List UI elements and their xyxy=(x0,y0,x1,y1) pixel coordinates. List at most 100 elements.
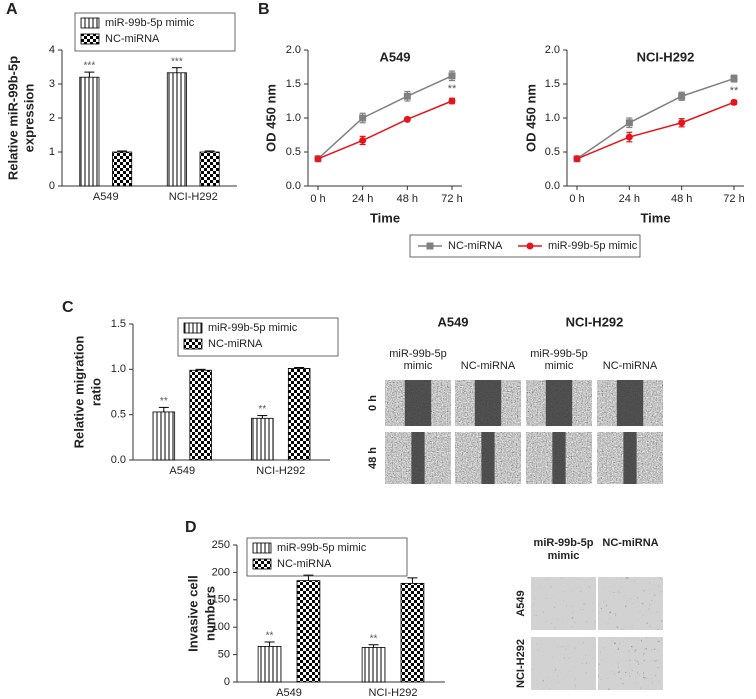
cells xyxy=(598,577,663,630)
x-tick-label: 48 h xyxy=(397,193,418,205)
scratch-gap xyxy=(404,380,432,426)
scratch-gap xyxy=(616,380,644,426)
y-tick-label: 0.5 xyxy=(111,409,126,421)
y-axis-label: Relative miR-99b-5p xyxy=(5,56,20,180)
legend-box xyxy=(177,317,339,357)
bar xyxy=(400,582,425,683)
error-bar xyxy=(195,368,206,371)
y-tick-label: 2 xyxy=(49,112,55,124)
column-label: mimic xyxy=(548,550,580,562)
chart-title: NCI-H292 xyxy=(637,49,695,64)
scratch-gap xyxy=(411,432,425,484)
marker xyxy=(448,72,456,80)
cells xyxy=(531,637,596,690)
column-label: mimic xyxy=(404,360,433,372)
scratch-gap xyxy=(552,432,566,484)
y-axis-label: OD 450 nm xyxy=(523,84,538,152)
row-label: 48 h xyxy=(367,447,379,469)
y-tick-label: 1.0 xyxy=(111,363,126,375)
series-line xyxy=(576,101,735,160)
marker xyxy=(678,92,686,100)
series-line xyxy=(317,75,453,160)
marker xyxy=(625,133,633,141)
y-tick-label: 0.5 xyxy=(545,146,560,158)
scratch-gap xyxy=(481,432,495,484)
significance: ** xyxy=(266,631,274,642)
legend-box xyxy=(409,234,641,258)
series-line xyxy=(317,100,453,160)
y-tick-label: 4 xyxy=(49,44,55,56)
y-tick-label: 0.5 xyxy=(286,146,301,158)
legend-label: miR-99b-5p mimic xyxy=(105,17,195,29)
error-bar xyxy=(117,150,128,152)
y-tick-label: 50 xyxy=(218,649,230,661)
y-axis-label: OD 450 nm xyxy=(263,84,278,152)
y-tick-label: 200 xyxy=(212,566,230,578)
column-label: mimic xyxy=(545,360,574,372)
legend-label: NC-miRNA xyxy=(448,240,503,252)
column-label: miR-99b-5p xyxy=(530,348,587,360)
y-tick-label: 250 xyxy=(212,539,230,551)
bar xyxy=(79,76,100,187)
x-tick-label: 0 h xyxy=(310,193,325,205)
x-tick-label: A549 xyxy=(93,191,119,203)
legend-swatch xyxy=(80,17,100,29)
x-tick-label: NCI-H292 xyxy=(169,191,218,203)
significance: ** xyxy=(448,83,457,95)
y-axis-label: Invasive cell xyxy=(185,575,200,652)
marker xyxy=(730,98,738,106)
bar xyxy=(112,151,133,187)
marker xyxy=(730,75,738,83)
x-tick-label: NCI-H292 xyxy=(369,687,418,699)
y-tick-label: 0.0 xyxy=(545,180,560,192)
marker xyxy=(573,155,581,163)
scratch-gap xyxy=(623,432,637,484)
legend-label: miR-99b-5p mimic xyxy=(208,322,298,334)
significance: ** xyxy=(370,633,378,644)
series-line xyxy=(576,77,735,160)
x-tick-label: 24 h xyxy=(352,193,373,205)
y-tick-label: 0 xyxy=(49,180,55,192)
x-tick-label: 72 h xyxy=(441,193,462,205)
legend-swatch xyxy=(252,558,272,570)
column-label: NC-miRNA xyxy=(603,360,658,372)
error-bar xyxy=(407,577,418,584)
marker xyxy=(526,242,534,250)
x-tick-label: 0 h xyxy=(569,193,584,205)
error-bar xyxy=(264,641,275,647)
panel-label: A xyxy=(6,1,18,18)
legend-label: NC-miRNA xyxy=(105,33,160,45)
marker xyxy=(359,136,367,144)
legend-swatch xyxy=(80,33,100,45)
panel-label: C xyxy=(62,299,74,316)
y-tick-label: 1.0 xyxy=(545,112,560,124)
x-tick-label: A549 xyxy=(276,687,302,699)
row-label: A549 xyxy=(515,590,527,616)
scratch-gap xyxy=(474,380,502,426)
y-axis-label: numbers xyxy=(202,586,217,641)
x-tick-label: 48 h xyxy=(671,193,692,205)
error-bar xyxy=(84,71,95,78)
y-tick-label: 1.5 xyxy=(111,318,126,330)
y-tick-label: 0.0 xyxy=(111,454,126,466)
marker xyxy=(625,119,633,127)
y-tick-label: 1.0 xyxy=(286,112,301,124)
y-tick-label: 1.5 xyxy=(286,78,301,90)
marker xyxy=(359,114,367,122)
bar xyxy=(296,580,321,683)
error-bar xyxy=(171,67,182,73)
significance: ** xyxy=(160,396,168,407)
bar xyxy=(199,151,220,187)
scratch-gap xyxy=(545,380,573,426)
y-tick-label: 2.0 xyxy=(545,44,560,56)
bar xyxy=(361,647,386,683)
error-bar xyxy=(368,644,379,648)
error-bar xyxy=(158,406,169,412)
legend-label: miR-99b-5p mimic xyxy=(277,542,367,554)
bar xyxy=(166,72,187,187)
y-tick-label: 0 xyxy=(224,676,230,688)
x-tick-label: 24 h xyxy=(619,193,640,205)
column-label: miR-99b-5p xyxy=(534,537,594,549)
marker xyxy=(426,242,434,250)
x-tick-label: NCI-H292 xyxy=(256,465,305,477)
